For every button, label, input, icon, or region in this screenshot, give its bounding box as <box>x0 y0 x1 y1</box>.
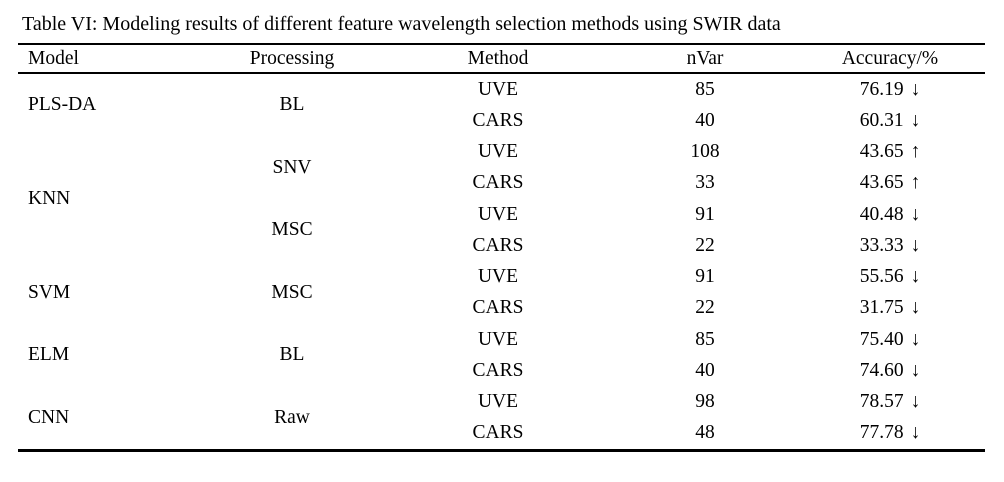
method-cell: CARS <box>472 297 524 319</box>
method-cell: UVE <box>477 328 519 350</box>
accuracy-value: 60.31 <box>859 109 904 131</box>
accuracy-value: 77.78 <box>859 422 904 444</box>
method-cell: UVE <box>477 266 519 288</box>
accuracy-cell: 40.48 ↓ <box>795 199 985 230</box>
nvar-cell: 40 <box>695 109 715 131</box>
nvar-cell: 91 <box>695 203 715 225</box>
nvar-cell: 108 <box>690 141 720 163</box>
nvar-cell: 98 <box>695 391 715 413</box>
accuracy-value: 55.56 <box>859 266 904 288</box>
table-header: Model Processing Method nVar Accuracy/% <box>18 44 985 74</box>
trend-arrow: ↓ <box>910 78 921 100</box>
table-row: CARS 40 74.60 ↓ <box>18 355 985 386</box>
table-caption: Table VI: Modeling results of different … <box>22 13 781 35</box>
accuracy-value: 31.75 <box>859 297 904 319</box>
table-body: PLS-DA BL UVE 85 76.19 ↓ CARS 40 60.31 ↓ K… <box>18 73 985 451</box>
trend-arrow: ↓ <box>910 234 921 256</box>
accuracy-cell: 33.33 ↓ <box>795 230 985 261</box>
nvar-cell: 48 <box>695 422 715 444</box>
accuracy-value: 74.60 <box>859 359 904 381</box>
method-cell: CARS <box>472 422 524 444</box>
trend-arrow: ↓ <box>910 203 921 225</box>
trend-arrow: ↑ <box>910 172 921 194</box>
method-cell: CARS <box>472 359 524 381</box>
nvar-cell: 22 <box>695 297 715 319</box>
method-cell: UVE <box>477 78 519 100</box>
table-row: SVM MSC UVE 91 55.56 ↓ <box>18 262 985 303</box>
processing-cell: MSC <box>271 281 313 303</box>
table-row: CNN Raw UVE 98 78.57 ↓ <box>18 387 985 428</box>
model-cell: PLS-DA <box>28 94 97 116</box>
trend-arrow: ↓ <box>910 328 921 350</box>
col-header-model: Model <box>18 44 203 74</box>
processing-cell: MSC <box>271 219 313 241</box>
nvar-cell: 22 <box>695 234 715 256</box>
processing-cell: BL <box>279 344 305 366</box>
accuracy-value: 40.48 <box>859 203 904 225</box>
nvar-cell: 91 <box>695 266 715 288</box>
accuracy-value: 43.65 <box>859 141 904 163</box>
nvar-cell: 85 <box>695 78 715 100</box>
trend-arrow: ↓ <box>910 266 921 288</box>
trend-arrow: ↓ <box>910 359 921 381</box>
table-row: CARS 48 77.78 ↓ <box>18 418 985 451</box>
table-row: MSC UVE 91 40.48 ↓ <box>18 199 985 241</box>
accuracy-cell: 77.78 ↓ <box>795 418 985 451</box>
col-header-nvar: nVar <box>615 44 795 74</box>
table-row: ELM BL UVE 85 75.40 ↓ <box>18 324 985 366</box>
method-cell: UVE <box>477 391 519 413</box>
accuracy-cell: 55.56 ↓ <box>795 262 985 293</box>
table-row: CARS 22 31.75 ↓ <box>18 293 985 324</box>
accuracy-cell: 74.60 ↓ <box>795 355 985 386</box>
table-row: KNN SNV UVE 108 43.65 ↑ <box>18 137 985 209</box>
nvar-cell: 33 <box>695 172 715 194</box>
accuracy-value: 75.40 <box>859 328 904 350</box>
col-header-processing: Processing <box>203 44 381 74</box>
header-row: Model Processing Method nVar Accuracy/% <box>18 44 985 74</box>
col-header-accuracy: Accuracy/% <box>795 44 985 74</box>
trend-arrow: ↓ <box>910 391 921 413</box>
table-row: CARS 40 60.31 ↓ <box>18 105 985 136</box>
accuracy-cell: 78.57 ↓ <box>795 387 985 418</box>
model-cell: KNN <box>28 188 71 209</box>
nvar-cell: 40 <box>695 359 715 381</box>
results-table: Model Processing Method nVar Accuracy/% … <box>18 43 985 452</box>
accuracy-value: 33.33 <box>859 234 904 256</box>
accuracy-cell: 60.31 ↓ <box>795 105 985 136</box>
trend-arrow: ↓ <box>910 109 921 131</box>
processing-cell: SNV <box>272 156 312 178</box>
accuracy-cell: 75.40 ↓ <box>795 324 985 355</box>
nvar-cell: 85 <box>695 328 715 350</box>
accuracy-cell: 76.19 ↓ <box>795 73 985 105</box>
processing-cell: BL <box>279 94 305 116</box>
table-row: CARS 22 33.33 ↓ <box>18 230 985 261</box>
method-cell: CARS <box>472 234 524 256</box>
accuracy-value: 76.19 <box>859 78 904 100</box>
method-cell: UVE <box>477 203 519 225</box>
model-cell: CNN <box>28 406 70 428</box>
accuracy-cell: 31.75 ↓ <box>795 293 985 324</box>
accuracy-cell: 43.65 ↑ <box>795 168 985 199</box>
trend-arrow: ↓ <box>910 297 921 319</box>
model-cell: ELM <box>28 344 70 366</box>
method-cell: CARS <box>472 172 524 194</box>
method-cell: UVE <box>477 141 519 163</box>
model-cell: SVM <box>28 281 71 303</box>
accuracy-value: 43.65 <box>859 172 904 194</box>
accuracy-cell: 43.65 ↑ <box>795 137 985 168</box>
processing-cell: Raw <box>274 406 310 428</box>
accuracy-value: 78.57 <box>859 391 904 413</box>
col-header-method: Method <box>381 44 615 74</box>
table-row: CARS 33 43.65 ↑ <box>18 168 985 199</box>
trend-arrow: ↑ <box>910 141 921 163</box>
table-row: PLS-DA BL UVE 85 76.19 ↓ <box>18 73 985 116</box>
method-cell: CARS <box>472 109 524 131</box>
trend-arrow: ↓ <box>910 422 921 444</box>
